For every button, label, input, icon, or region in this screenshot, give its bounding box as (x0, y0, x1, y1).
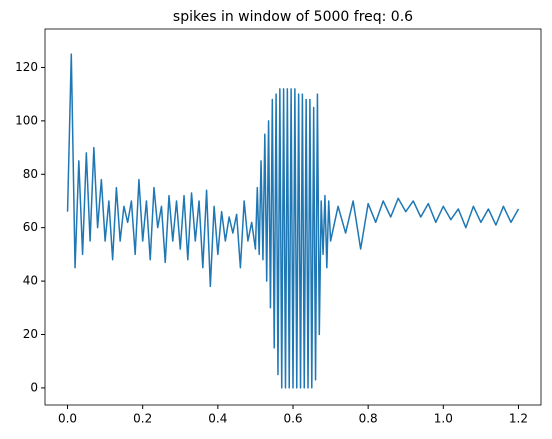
y-tick-label: 120 (15, 60, 38, 74)
y-tick-label: 0 (30, 380, 38, 394)
axes-frame (44, 28, 542, 406)
y-tick-label: 20 (23, 327, 38, 341)
x-tick-label: 0.4 (208, 412, 227, 426)
x-tick-label: 0.6 (283, 412, 302, 426)
y-tick-label: 60 (23, 220, 38, 234)
y-tick-label: 100 (15, 113, 38, 127)
y-tick-label: 80 (23, 167, 38, 181)
x-tick-label: 1.0 (434, 412, 453, 426)
y-tick-label: 40 (23, 274, 38, 288)
x-tick-label: 1.2 (509, 412, 528, 426)
x-tick-label: 0.2 (133, 412, 152, 426)
x-tick-label: 0.8 (359, 412, 378, 426)
chart-title: spikes in window of 5000 freq: 0.6 (173, 9, 413, 25)
x-tick-label: 0.0 (58, 412, 77, 426)
line (66, 53, 520, 389)
